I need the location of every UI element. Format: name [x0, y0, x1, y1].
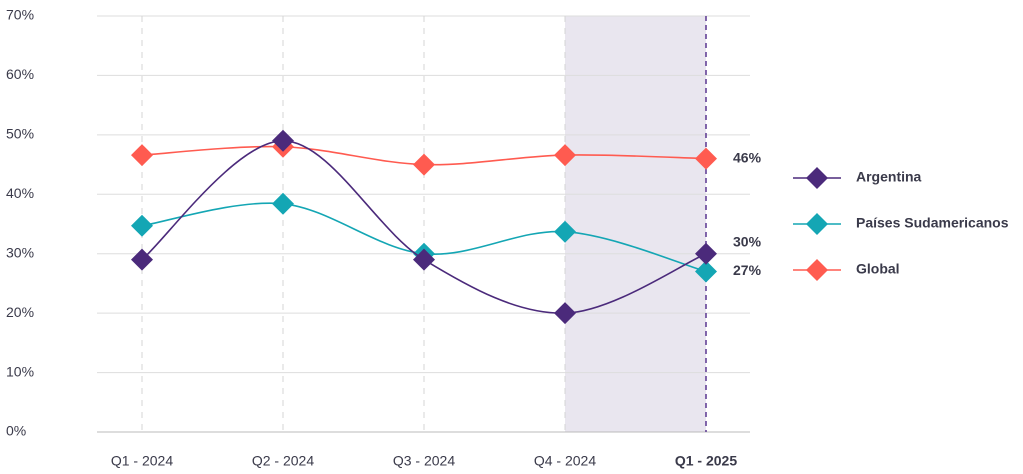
y-tick-label: 40%: [6, 185, 34, 201]
point-marker: [695, 147, 717, 170]
y-tick-label: 0%: [6, 423, 26, 439]
value-label: 46%: [733, 149, 762, 165]
y-tick-label: 70%: [6, 7, 34, 23]
point-marker: [695, 260, 717, 283]
x-tick-label: Q3 - 2024: [393, 453, 455, 469]
legend-label: Países Sudamericanos: [856, 215, 1009, 231]
x-tick-label: Q1 - 2025: [675, 453, 737, 469]
point-marker: [554, 220, 576, 243]
point-marker: [554, 144, 576, 167]
legend-label: Argentina: [856, 169, 922, 185]
value-label: 30%: [733, 233, 762, 249]
point-marker: [413, 248, 435, 271]
legend-marker: [806, 213, 828, 235]
point-marker: [554, 302, 576, 325]
highlight-band: [565, 16, 706, 432]
point-marker: [272, 192, 294, 215]
point-marker: [131, 144, 153, 167]
x-tick-label: Q4 - 2024: [534, 453, 596, 469]
point-marker: [131, 248, 153, 271]
legend-marker: [806, 167, 828, 189]
y-tick-label: 20%: [6, 304, 34, 320]
point-marker: [272, 129, 294, 152]
y-tick-label: 60%: [6, 66, 34, 82]
legend-marker: [806, 259, 828, 281]
x-tick-label: Q2 - 2024: [252, 453, 314, 469]
point-marker: [131, 214, 153, 237]
point-marker: [413, 153, 435, 176]
y-tick-label: 50%: [6, 126, 34, 142]
point-marker: [695, 242, 717, 265]
y-tick-label: 30%: [6, 244, 34, 260]
x-tick-label: Q1 - 2024: [111, 453, 173, 469]
value-label: 27%: [733, 262, 762, 278]
y-tick-label: 10%: [6, 363, 34, 379]
series-line: [141, 139, 707, 314]
legend-label: Global: [856, 261, 900, 277]
